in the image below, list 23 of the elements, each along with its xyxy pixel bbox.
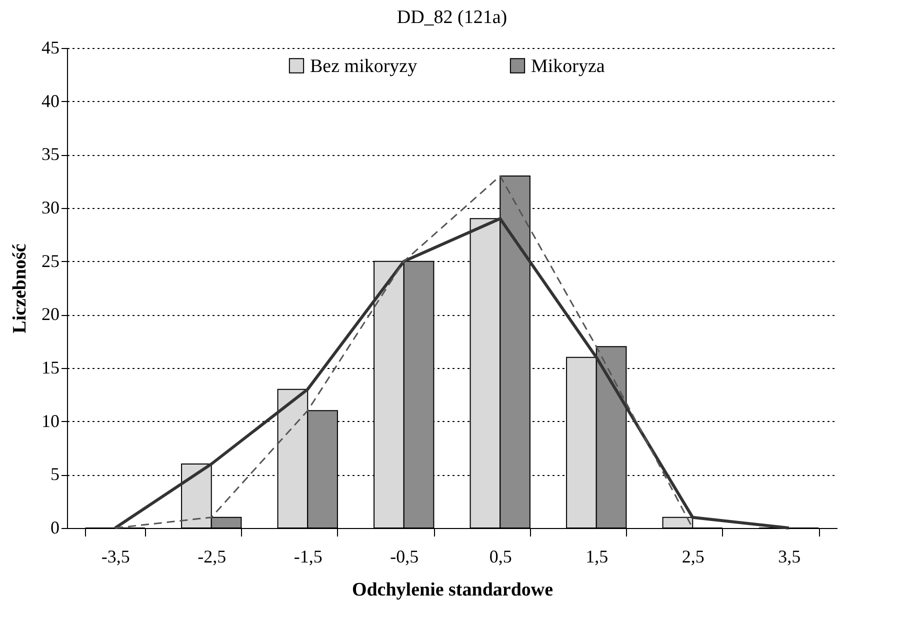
x-tick-label: 3,5: [778, 546, 801, 566]
y-tick-label: 35: [42, 144, 60, 164]
chart-title: DD_82 (121a): [396, 7, 508, 28]
x-tick-label: 1,5: [586, 546, 608, 566]
legend-label: Bez mikoryzy: [310, 56, 418, 77]
y-tick-label: 40: [42, 90, 60, 111]
y-tick-label: 0: [50, 518, 60, 538]
y-tick-label: 15: [42, 358, 60, 378]
y-tick-label: 25: [42, 250, 60, 271]
y-axis-title: Liczebność: [10, 244, 30, 334]
y-tick-label: 5: [50, 464, 60, 484]
x-axis-title: Odchylenie standardowe: [352, 580, 554, 600]
y-tick-label: 30: [42, 198, 60, 218]
y-tick-label: 20: [42, 304, 60, 324]
legend-label: Mikoryza: [531, 56, 606, 77]
x-tick-label: -2,5: [198, 546, 226, 566]
x-tick-label: -0,5: [390, 546, 419, 566]
x-tick-label: -3,5: [101, 546, 130, 566]
x-tick-label: 0,5: [489, 546, 512, 566]
y-tick-label: 45: [42, 38, 60, 58]
x-tick-label: -1,5: [294, 546, 322, 566]
x-tick-label: 2,5: [682, 546, 704, 566]
y-tick-label: 10: [42, 410, 60, 431]
